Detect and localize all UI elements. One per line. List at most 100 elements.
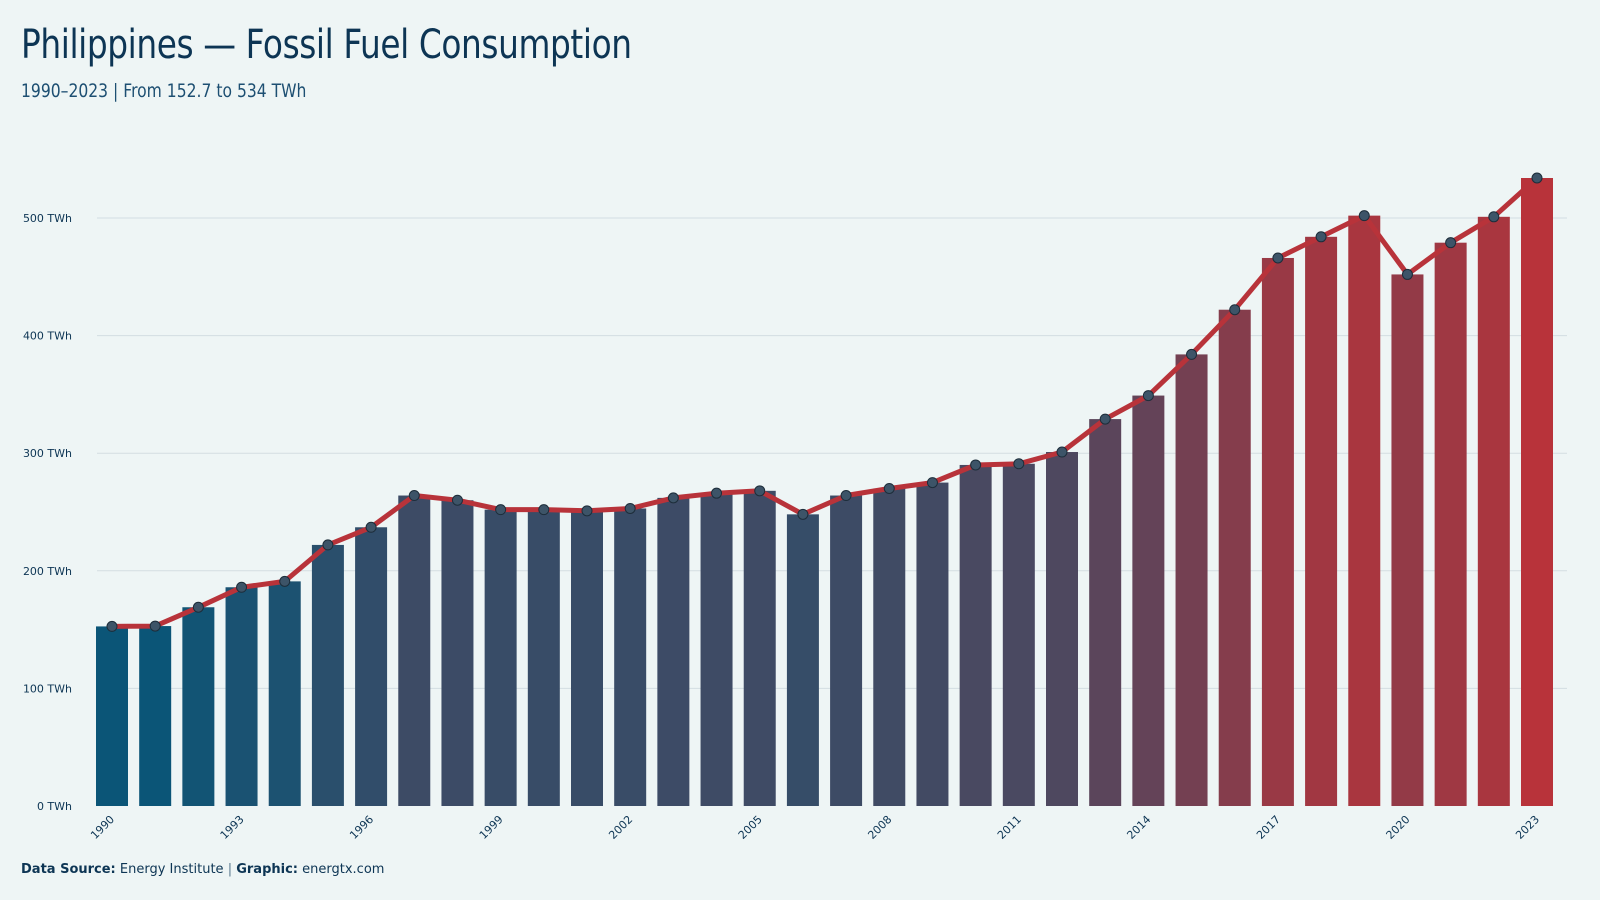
data-point: [883, 482, 895, 494]
data-point: [322, 539, 334, 551]
y-tick-label: 100 TWh: [23, 682, 72, 695]
bar: [398, 495, 431, 806]
chart-title: Philippines — Fossil Fuel Consumption: [21, 22, 632, 68]
data-point: [926, 477, 938, 489]
bars: [96, 178, 1553, 807]
data-point: [711, 487, 723, 499]
bar: [182, 607, 215, 806]
bar: [139, 626, 172, 806]
data-point: [1358, 210, 1370, 222]
bar: [1175, 354, 1208, 806]
y-tick-label: 500 TWh: [23, 212, 72, 225]
data-point: [1142, 390, 1154, 402]
x-tick-label: 1993: [218, 813, 247, 842]
bar: [484, 509, 517, 806]
bar: [441, 500, 474, 806]
bar: [225, 587, 258, 806]
bar: [786, 514, 819, 806]
x-tick-label: 2002: [606, 813, 635, 842]
trend-line: [109, 175, 1540, 629]
footer-separator: |: [227, 862, 233, 877]
y-tick-label: 200 TWh: [23, 565, 72, 578]
x-tick-label: 2005: [736, 813, 765, 842]
data-point: [1531, 172, 1543, 184]
data-point: [1401, 268, 1413, 280]
data-point: [1056, 446, 1068, 458]
data-point: [236, 581, 248, 593]
bar: [1434, 242, 1467, 806]
bar: [1002, 463, 1035, 806]
x-tick-label: 2023: [1513, 813, 1542, 842]
data-point: [192, 601, 204, 613]
bar: [830, 495, 863, 806]
x-tick-label: 1996: [347, 813, 376, 842]
bar: [1521, 178, 1553, 806]
x-tick-label: 2017: [1254, 813, 1283, 842]
bar: [1477, 216, 1510, 807]
bar: [1348, 215, 1381, 807]
bar: [1089, 419, 1122, 806]
data-point: [581, 505, 593, 517]
source-label: Data Source:: [21, 862, 116, 877]
bar: [571, 510, 603, 806]
data-point: [1488, 211, 1500, 223]
y-tick-label: 300 TWh: [23, 447, 72, 460]
data-point: [667, 492, 679, 504]
data-point: [1186, 348, 1198, 360]
series-line: [109, 175, 1540, 629]
data-point: [495, 504, 507, 516]
graphic-label: Graphic:: [236, 862, 298, 877]
data-point: [1272, 252, 1284, 264]
y-tick-label: 400 TWh: [23, 330, 72, 343]
y-tick-label: 0 TWh: [37, 800, 72, 813]
data-point: [106, 620, 118, 632]
data-point: [1013, 458, 1025, 470]
data-point: [1099, 413, 1111, 425]
bar: [527, 509, 560, 806]
bar: [614, 508, 647, 806]
x-tick-label: 2011: [995, 813, 1024, 842]
x-tick-label: 2014: [1124, 813, 1153, 842]
data-point: [1229, 304, 1241, 316]
bar: [1218, 309, 1251, 806]
source-value: Energy Institute: [119, 862, 224, 877]
bar: [873, 488, 906, 806]
bar: [657, 497, 690, 806]
data-point: [624, 502, 636, 514]
markers: [106, 172, 1543, 632]
x-tick-label: 2020: [1384, 813, 1413, 842]
data-point: [408, 490, 420, 502]
data-point: [1315, 231, 1327, 243]
data-point: [840, 490, 852, 502]
data-point: [279, 575, 291, 587]
x-tick-label: 1990: [88, 813, 117, 842]
x-tick-label: 2008: [865, 813, 894, 842]
bar: [268, 581, 301, 806]
bar: [743, 490, 776, 806]
x-axis-labels: 1990 1993 1996 1999 2002 2005 2008 2011 2014 2017…: [88, 813, 1542, 842]
data-point: [365, 521, 377, 533]
bar: [311, 544, 344, 806]
y-axis-labels: 0 TWh 100 TWh 200 TWh 300 TWh 400 TWh 500 TWh: [23, 212, 72, 813]
bar: [1391, 274, 1424, 806]
bar: [916, 482, 949, 806]
chart-subtitle: 1990–2023 | From 152.7 to 534 TWh: [21, 80, 307, 102]
bar: [96, 626, 128, 806]
x-tick-label: 1999: [477, 813, 506, 842]
data-point: [797, 508, 809, 520]
bar: [1261, 257, 1294, 806]
bar: [700, 493, 733, 806]
bar: [1305, 236, 1338, 806]
data-point: [754, 485, 766, 497]
bar: [1046, 452, 1078, 806]
graphic-value: energtx.com: [302, 862, 385, 877]
data-point: [1445, 237, 1457, 249]
bar: [355, 527, 388, 806]
data-point: [970, 459, 982, 471]
data-point: [451, 494, 463, 506]
footer: Data Source: Energy Institute | Graphic:…: [21, 862, 384, 877]
bar: [1132, 395, 1165, 806]
bar: [959, 464, 992, 806]
data-point: [149, 620, 161, 632]
